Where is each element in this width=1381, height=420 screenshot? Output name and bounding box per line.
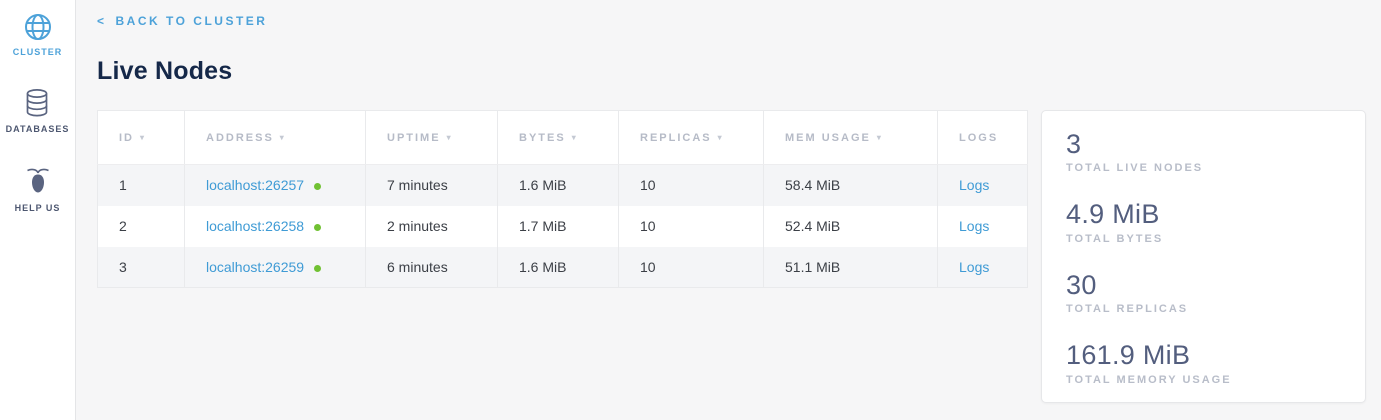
summary-card: 3 TOTAL LIVE NODES 4.9 MiB TOTAL BYTES 3… [1041, 110, 1366, 403]
stat-value: 3 [1066, 129, 1082, 159]
column-header-bytes[interactable]: BYTES ▾ [497, 110, 619, 165]
table-row: 3 localhost:26259 6 minutes 1.6 MiB 10 5… [97, 246, 1028, 288]
sidebar-item-help-us[interactable]: HELP US [15, 165, 61, 213]
table-row: 1 localhost:26257 7 minutes 1.6 MiB 10 5… [97, 164, 1028, 206]
logs-link[interactable]: Logs [959, 177, 990, 194]
column-label: ADDRESS [206, 131, 274, 144]
sidebar: CLUSTER DATABASES HELP US [0, 0, 76, 420]
cell-node-id: 1 [97, 164, 185, 206]
cell-node-replicas: 10 [618, 246, 764, 288]
main-content: < BACK TO CLUSTER Live Nodes ID ▾ ADDRESS ▾… [76, 0, 1381, 420]
sort-down-icon: ▾ [140, 132, 147, 142]
stat-value: 4.9 MiB [1066, 199, 1160, 230]
cell-node-replicas: 10 [618, 205, 764, 247]
stat-label: TOTAL LIVE NODES [1066, 162, 1204, 175]
column-label: BYTES [519, 131, 566, 144]
stat-total-bytes: 4.9 MiB TOTAL BYTES [1066, 198, 1341, 244]
logs-link[interactable]: Logs [959, 258, 990, 275]
sort-down-icon: ▾ [876, 132, 883, 142]
live-nodes-table: ID ▾ ADDRESS ▾ UPTIME ▾ BYTES ▾ REPLICAS ▾ ME… [97, 110, 1028, 288]
column-header-uptime[interactable]: UPTIME ▾ [365, 110, 498, 165]
column-header-address[interactable]: ADDRESS ▾ [184, 110, 366, 165]
table-header-row: ID ▾ ADDRESS ▾ UPTIME ▾ BYTES ▾ REPLICAS ▾ ME… [97, 110, 1028, 165]
back-to-cluster-link[interactable]: < BACK TO CLUSTER [97, 14, 267, 28]
cell-node-id: 2 [97, 205, 185, 247]
sort-down-icon: ▾ [717, 132, 724, 142]
column-label: LOGS [959, 131, 999, 144]
sidebar-item-databases[interactable]: DATABASES [6, 88, 70, 134]
cockroach-icon [23, 165, 53, 197]
logs-link[interactable]: Logs [959, 218, 990, 234]
column-label: UPTIME [387, 131, 441, 144]
cell-node-logs: Logs [937, 164, 1028, 206]
cell-node-bytes: 1.6 MiB [497, 246, 619, 288]
node-live-dot [314, 224, 322, 231]
stat-total-live-nodes: 3 TOTAL LIVE NODES [1066, 128, 1341, 174]
cell-node-replicas: 10 [618, 164, 764, 206]
stat-label: TOTAL BYTES [1066, 232, 1164, 245]
sidebar-item-label: HELP US [14, 203, 61, 213]
node-live-dot [314, 264, 322, 272]
sort-down-icon: ▾ [279, 132, 286, 142]
database-icon [23, 88, 51, 118]
cell-node-bytes: 1.7 MiB [497, 205, 619, 247]
back-link-label: BACK TO CLUSTER [115, 14, 268, 28]
cell-node-mem-usage: 51.1 MiB [763, 246, 938, 288]
sidebar-item-label: CLUSTER [12, 47, 63, 57]
cell-node-address: localhost:26257 [184, 164, 366, 206]
sidebar-item-label: DATABASES [5, 124, 70, 134]
cell-node-uptime: 2 minutes [365, 205, 498, 247]
node-live-dot [314, 183, 322, 191]
globe-icon [24, 13, 52, 41]
cell-node-uptime: 6 minutes [365, 246, 498, 288]
stat-value: 30 [1066, 269, 1097, 300]
stat-total-memory-usage: 161.9 MiB TOTAL MEMORY USAGE [1066, 339, 1341, 385]
node-address-link[interactable]: localhost:26259 [206, 258, 305, 275]
cell-node-mem-usage: 52.4 MiB [763, 205, 938, 247]
cell-node-logs: Logs [937, 205, 1028, 247]
back-chevron-icon: < [97, 14, 107, 28]
sort-down-icon: ▾ [571, 132, 578, 142]
column-header-logs: LOGS [937, 110, 1028, 165]
cell-node-bytes: 1.6 MiB [497, 164, 619, 206]
column-header-mem-usage[interactable]: MEM USAGE ▾ [763, 110, 938, 165]
cell-node-address: localhost:26259 [184, 246, 366, 288]
sidebar-item-cluster[interactable]: CLUSTER [13, 13, 63, 57]
column-header-replicas[interactable]: REPLICAS ▾ [618, 110, 764, 165]
column-label: ID [119, 131, 134, 144]
column-label: MEM USAGE [785, 131, 871, 144]
column-header-id[interactable]: ID ▾ [97, 110, 185, 165]
stat-value: 161.9 MiB [1066, 340, 1191, 371]
cell-node-logs: Logs [937, 246, 1028, 288]
cell-node-uptime: 7 minutes [365, 164, 498, 206]
node-address-link[interactable]: localhost:26257 [206, 177, 305, 194]
page-title: Live Nodes [97, 57, 233, 85]
content-row: ID ▾ ADDRESS ▾ UPTIME ▾ BYTES ▾ REPLICAS ▾ ME… [97, 110, 1381, 403]
cell-node-address: localhost:26258 [184, 205, 366, 247]
stat-label: TOTAL REPLICAS [1066, 303, 1189, 316]
sort-down-icon: ▾ [446, 132, 453, 142]
stat-total-replicas: 30 TOTAL REPLICAS [1066, 269, 1341, 315]
column-label: REPLICAS [640, 131, 712, 144]
cell-node-mem-usage: 58.4 MiB [763, 164, 938, 206]
cell-node-id: 3 [97, 246, 185, 288]
node-address-link[interactable]: localhost:26258 [206, 218, 305, 234]
table-row: 2 localhost:26258 2 minutes 1.7 MiB 10 5… [97, 205, 1028, 247]
stat-label: TOTAL MEMORY USAGE [1066, 373, 1232, 386]
